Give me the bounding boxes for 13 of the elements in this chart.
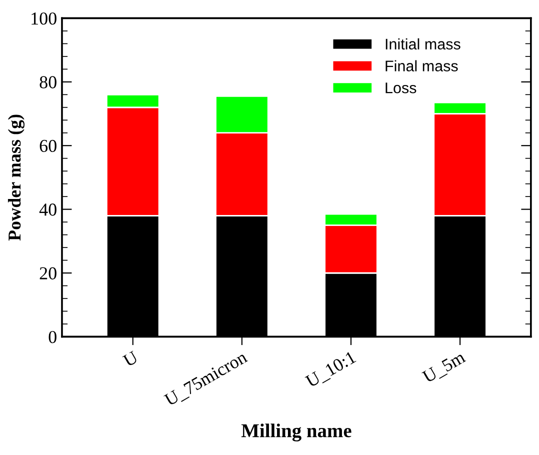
legend-label: Loss [386, 82, 416, 94]
y-tick-label: 20 [40, 267, 56, 280]
legend-label: Final mass [386, 60, 458, 72]
y-tick-label: 60 [40, 140, 56, 152]
x-tick-label: U_5m [422, 350, 468, 386]
y-tick-label: 0 [48, 330, 56, 344]
y-axis-title: Powder mass (g) [8, 114, 24, 241]
y-tick-label: 40 [39, 204, 56, 216]
y-tick-label: 100 [32, 12, 56, 25]
legend-label: Initial mass [386, 38, 460, 50]
y-tick-label: 80 [40, 76, 56, 88]
x-axis-title: Milling name [241, 424, 352, 442]
x-tick-label: U [122, 350, 139, 368]
